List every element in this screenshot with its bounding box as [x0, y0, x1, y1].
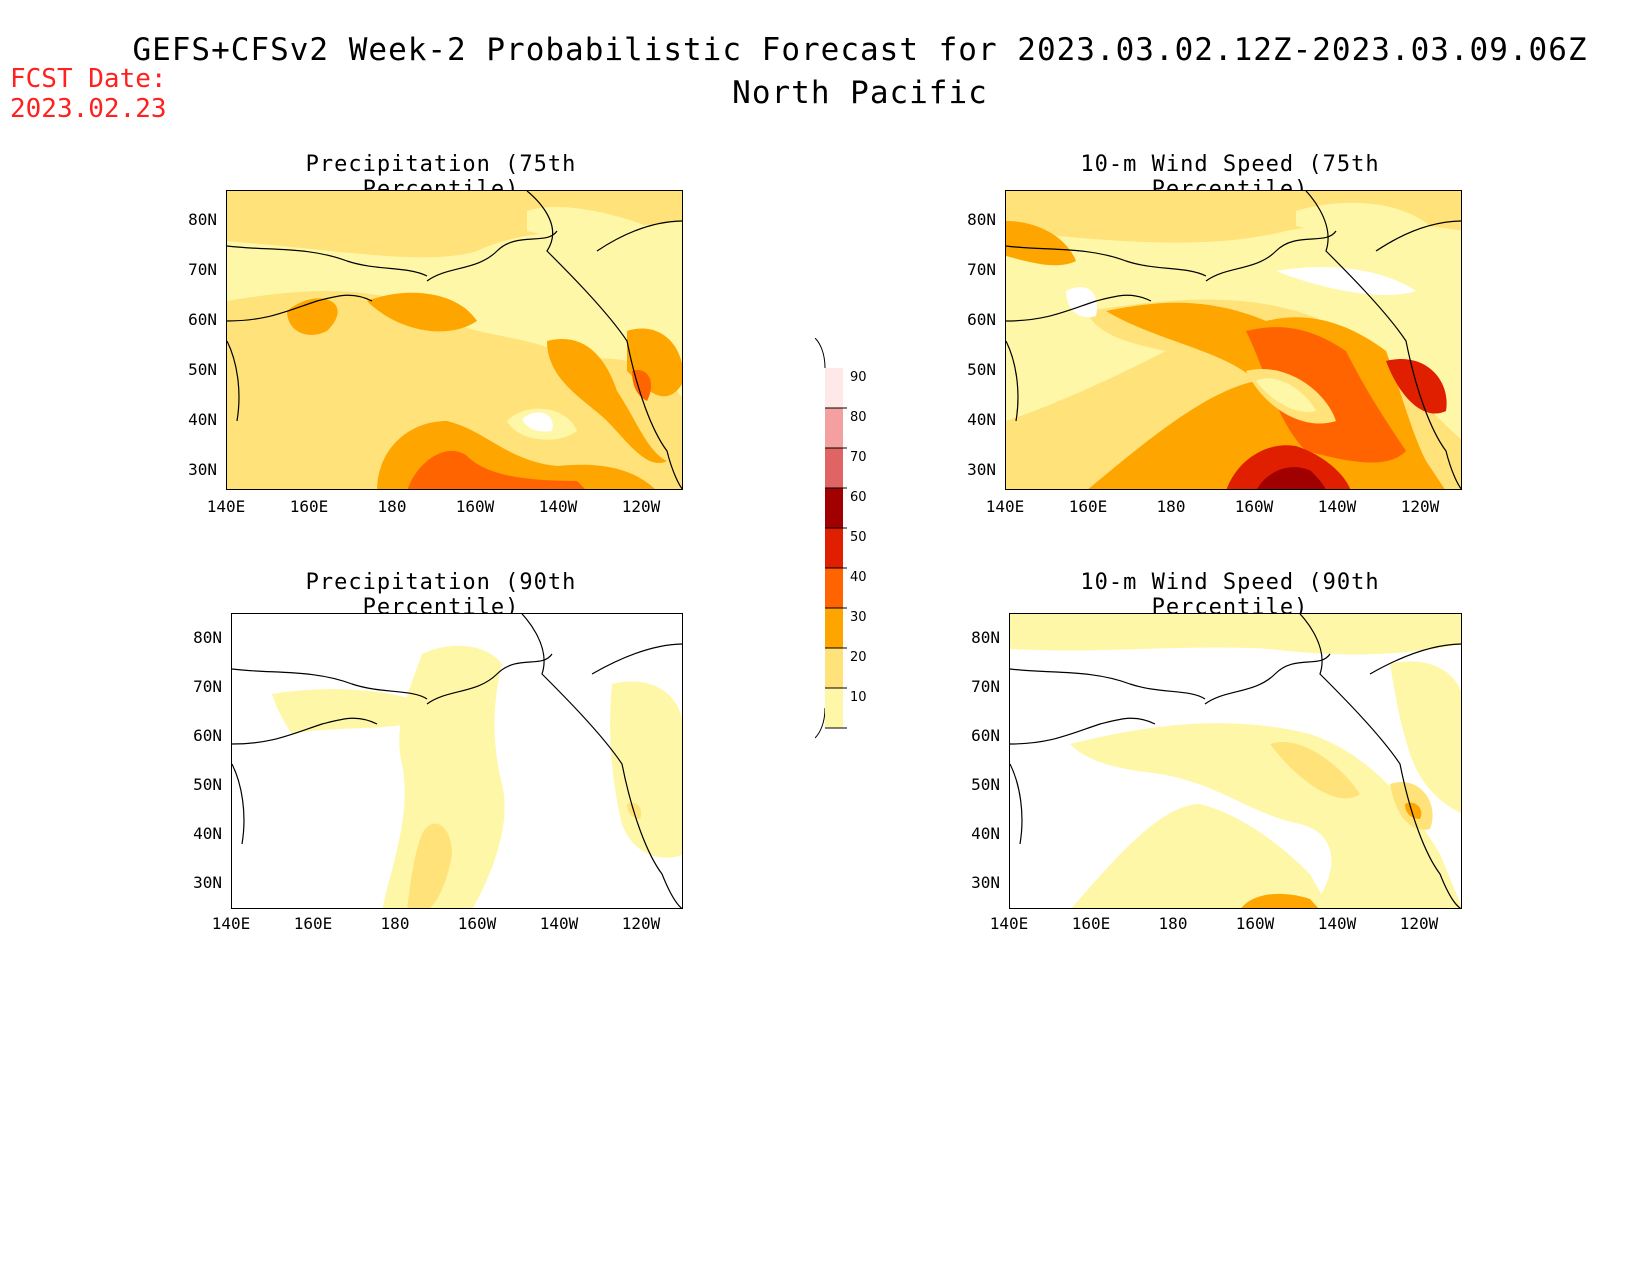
- colorbar-swatch: [825, 528, 843, 568]
- fcst-date-label: FCST Date:: [10, 64, 167, 94]
- colorbar-label: 90: [850, 370, 867, 385]
- lon-label: 180: [380, 914, 410, 933]
- lon-label: 160W: [457, 914, 497, 933]
- lon-label: 140E: [206, 497, 246, 516]
- colorbar-swatch: [825, 568, 843, 608]
- colorbar-label: 60: [850, 490, 867, 505]
- colorbar-swatch: [825, 648, 843, 688]
- region-subtitle: North Pacific: [732, 75, 988, 111]
- lon-label: 160E: [289, 497, 329, 516]
- colorbar-swatch: [825, 688, 843, 728]
- lat-label: 50N: [193, 775, 222, 794]
- colorbar-label: 70: [850, 450, 867, 465]
- lat-label: 30N: [193, 873, 222, 892]
- lon-label: 180: [1156, 497, 1186, 516]
- panel-title-precip-75: Precipitation (75th Percentile): [305, 152, 577, 202]
- colorbar-swatch: [825, 488, 843, 528]
- colorbar-label: 40: [850, 570, 867, 585]
- lat-label: 50N: [971, 775, 1000, 794]
- lat-label: 40N: [188, 410, 217, 429]
- lat-label: 70N: [193, 677, 222, 696]
- panel-title-precip-90: Precipitation (90th Percentile): [305, 570, 577, 620]
- map-precip-75: [226, 190, 683, 490]
- lat-label: 30N: [967, 460, 996, 479]
- lat-label: 60N: [193, 726, 222, 745]
- colorbar-label: 80: [850, 410, 867, 425]
- colorbar-swatch: [825, 608, 843, 648]
- lon-label: 160E: [293, 914, 333, 933]
- lon-label: 140E: [211, 914, 251, 933]
- lat-label: 80N: [188, 210, 217, 229]
- lon-label: 140W: [539, 914, 579, 933]
- fcst-date-value: 2023.02.23: [10, 94, 167, 124]
- lon-label: 160W: [455, 497, 495, 516]
- lon-label: 140W: [538, 497, 578, 516]
- lat-label: 40N: [193, 824, 222, 843]
- colorbar-swatch: [825, 368, 843, 408]
- lon-label: 120W: [1399, 914, 1439, 933]
- lat-label: 40N: [971, 824, 1000, 843]
- lat-label: 80N: [971, 628, 1000, 647]
- lon-label: 140W: [1317, 914, 1357, 933]
- colorbar-label: 50: [850, 530, 867, 545]
- colorbar-swatch: [825, 408, 843, 448]
- colorbar-label: 10: [850, 690, 867, 705]
- lon-label: 160E: [1071, 914, 1111, 933]
- colorbar: 90 80 70 60 50 40 30 20 10: [814, 337, 875, 748]
- lat-label: 70N: [188, 260, 217, 279]
- lat-label: 60N: [971, 726, 1000, 745]
- lat-label: 80N: [193, 628, 222, 647]
- lat-label: 70N: [967, 260, 996, 279]
- lon-label: 120W: [621, 497, 661, 516]
- lon-label: 140E: [985, 497, 1025, 516]
- lat-label: 50N: [188, 360, 217, 379]
- colorbar-label: 30: [850, 610, 867, 625]
- lat-label: 60N: [967, 310, 996, 329]
- lon-label: 140E: [989, 914, 1029, 933]
- map-precip-90: [231, 613, 683, 909]
- lat-label: 50N: [967, 360, 996, 379]
- lat-label: 80N: [967, 210, 996, 229]
- lon-label: 140W: [1317, 497, 1357, 516]
- lon-label: 160E: [1068, 497, 1108, 516]
- lat-label: 40N: [967, 410, 996, 429]
- lon-label: 160W: [1234, 497, 1274, 516]
- map-wind-90: [1009, 613, 1462, 909]
- colorbar-swatch: [825, 448, 843, 488]
- lon-label: 180: [377, 497, 407, 516]
- map-wind-75: [1005, 190, 1462, 490]
- lon-label: 120W: [621, 914, 661, 933]
- lat-label: 30N: [971, 873, 1000, 892]
- lon-label: 120W: [1400, 497, 1440, 516]
- lon-label: 180: [1158, 914, 1188, 933]
- lat-label: 70N: [971, 677, 1000, 696]
- lat-label: 30N: [188, 460, 217, 479]
- main-title: GEFS+CFSv2 Week-2 Probabilistic Forecast…: [132, 32, 1588, 68]
- colorbar-label: 20: [850, 650, 867, 665]
- lon-label: 160W: [1235, 914, 1275, 933]
- lat-label: 60N: [188, 310, 217, 329]
